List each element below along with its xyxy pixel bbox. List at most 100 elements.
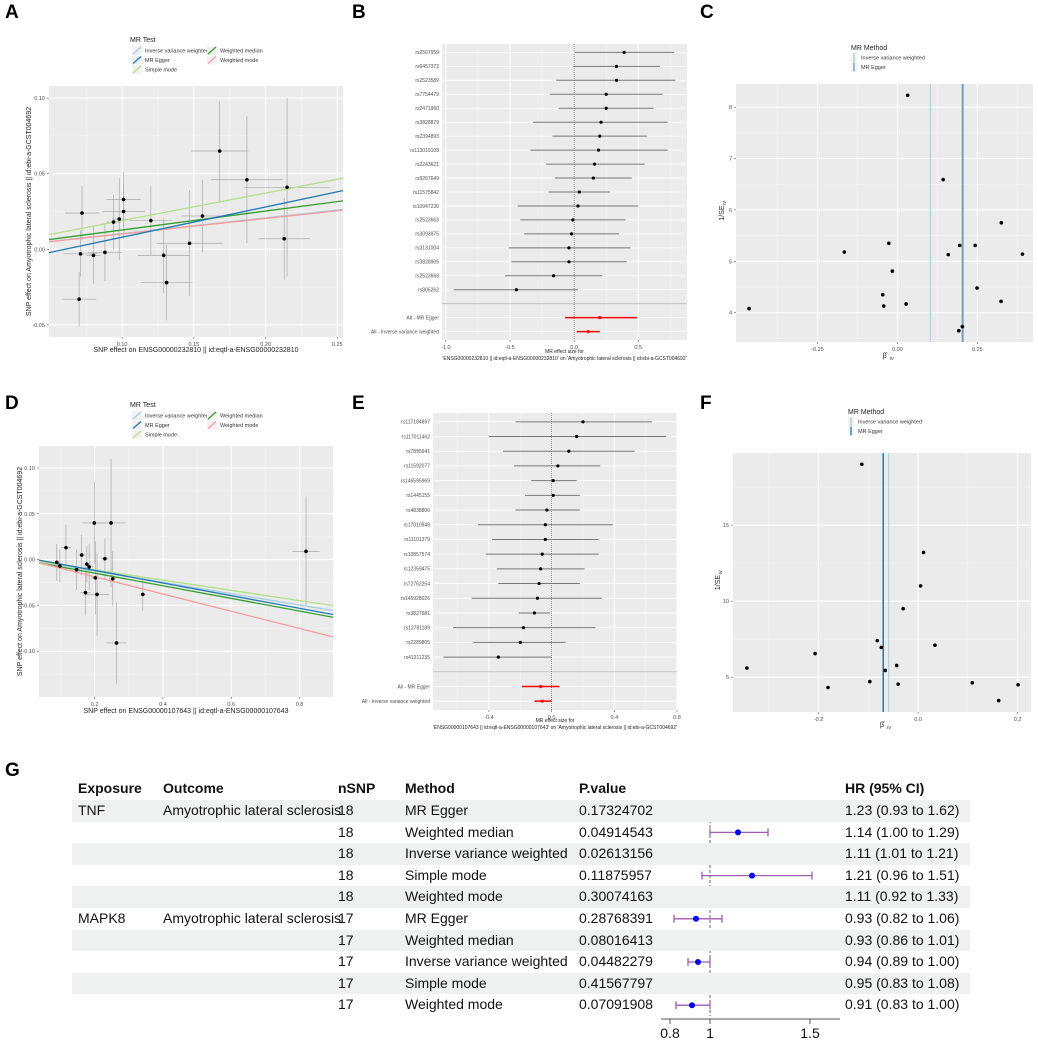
snp-point xyxy=(58,564,62,568)
snp-point xyxy=(999,299,1003,304)
y-tick-label: 10 xyxy=(723,599,729,605)
snp-point xyxy=(85,562,89,566)
row-label: All - MR Egger xyxy=(397,684,430,690)
snp-point xyxy=(91,253,96,258)
legend-item: MR Egger xyxy=(851,62,886,72)
effect-point xyxy=(586,330,590,334)
forest-x-tick-label: 1 xyxy=(706,1025,714,1041)
cell-method: Inverse variance weighted xyxy=(405,845,568,862)
snp-point xyxy=(87,565,91,569)
snp-point xyxy=(80,211,84,215)
cell-pvalue: 0.07091908 xyxy=(579,996,653,1013)
effect-point xyxy=(514,288,518,292)
snp-point xyxy=(946,252,951,257)
snp-row: rs12781189 xyxy=(404,625,596,631)
legend-key-line xyxy=(132,411,142,420)
row-label: rs12781189 xyxy=(404,625,430,631)
effect-point xyxy=(551,493,555,497)
y-tick-label: 5 xyxy=(726,675,729,681)
x-axis-label-subscript: IV xyxy=(890,356,894,361)
snp-point xyxy=(813,651,817,656)
effect-point xyxy=(567,260,571,264)
effect-point xyxy=(540,552,544,556)
snp-row: rs72762254 xyxy=(404,581,580,587)
snp-row: rs117011462 xyxy=(402,434,667,440)
plot-background xyxy=(736,84,1033,342)
y-tick-label: 5 xyxy=(729,259,732,265)
header-hr: HR (95% CI) xyxy=(845,780,925,796)
snp-row: rs11575842 xyxy=(413,190,611,196)
cell-hr-ci: 0.94 (0.89 to 1.00) xyxy=(845,953,960,970)
effect-point xyxy=(532,611,536,615)
snp-point xyxy=(894,663,899,668)
snp-row: rs2507959 xyxy=(415,50,675,56)
row-label: rs1445155 xyxy=(406,493,430,499)
snp-row: rs9267649 xyxy=(415,176,632,182)
snp-point xyxy=(747,306,751,311)
cell-outcome: Amyotrophic lateral sclerosis xyxy=(163,802,342,818)
effect-point xyxy=(569,232,574,236)
x-tick-label: 0.8 xyxy=(296,702,304,708)
forest-x-tick-label: 1.5 xyxy=(800,1025,820,1041)
cell-method: Inverse variance weighted xyxy=(405,953,568,970)
cell-outcome: Amyotrophic lateral sclerosis xyxy=(163,910,342,926)
x-tick-label: 0.2 xyxy=(91,702,99,708)
snp-point xyxy=(121,209,126,214)
snp-point xyxy=(879,645,884,650)
plot-background xyxy=(733,453,1031,712)
snp-point xyxy=(149,218,153,223)
row-label: rs9267649 xyxy=(415,176,439,182)
snp-row: rs2394893 xyxy=(415,134,648,140)
row-label: rs10857574 xyxy=(404,552,431,558)
cell-hr-ci: 1.11 (0.92 to 1.33) xyxy=(845,888,959,905)
snp-row: rs12359475 xyxy=(404,567,585,573)
snp-point xyxy=(875,638,880,643)
x-axis-label: 'ENSG00000232810 || id:eqtl-a-ENSG000002… xyxy=(442,356,686,362)
effect-point xyxy=(545,508,549,512)
legend-key-line xyxy=(207,421,217,429)
snp-point xyxy=(896,682,900,686)
row-label: rs2243621 xyxy=(415,162,439,168)
effect-point xyxy=(577,190,581,194)
cell-method: MR Egger xyxy=(405,802,469,818)
y-tick-label: 4 xyxy=(729,311,732,317)
legend-key-line xyxy=(132,56,142,64)
effect-point xyxy=(539,567,543,571)
cell-pvalue: 0.04914543 xyxy=(579,823,653,840)
y-tick-label: 0.05 xyxy=(34,172,45,178)
y-tick-label: 0.05 xyxy=(24,512,35,518)
cell-hr-ci: 0.93 (0.82 to 1.06) xyxy=(845,910,960,926)
x-tick-label: -1.0 xyxy=(441,345,450,351)
cell-method: Simple mode xyxy=(405,866,487,883)
legend-item: Simple mode xyxy=(132,430,177,439)
row-label: rs2289805 xyxy=(406,640,430,646)
x-tick-label: 0.0 xyxy=(548,715,556,721)
snp-point xyxy=(64,545,68,550)
x-axis-label: β̂ xyxy=(880,722,886,729)
snp-point xyxy=(304,549,308,554)
x-tick-label: 0.5 xyxy=(634,345,642,351)
x-tick-label: -0.4 xyxy=(484,715,493,721)
cell-nsnp: 17 xyxy=(338,996,354,1013)
snp-point xyxy=(941,177,945,182)
cell-nsnp: 18 xyxy=(338,823,354,840)
x-axis-label: 'ENSG00000107643 || id:eqtl-a-ENSG000001… xyxy=(433,725,677,731)
x-axis-label: MR effect size for xyxy=(536,718,575,724)
snp-point xyxy=(200,214,205,218)
cell-nsnp: 18 xyxy=(338,866,354,883)
snp-point xyxy=(1016,682,1020,687)
legend-label: Weighted median xyxy=(220,49,263,55)
snp-row: rs2523663 xyxy=(415,218,626,224)
row-label: rs3093975 xyxy=(415,232,439,238)
snp-point xyxy=(826,685,830,690)
snp-point xyxy=(880,292,885,297)
snp-row: rs7754479 xyxy=(415,92,663,98)
panel-letter-b: B xyxy=(352,2,366,23)
snp-point xyxy=(933,643,937,648)
snp-point xyxy=(973,243,977,248)
snp-point xyxy=(285,185,289,190)
cell-exposure: TNF xyxy=(78,802,106,818)
cell-pvalue: 0.02613156 xyxy=(579,845,653,862)
hr-point xyxy=(749,872,755,879)
